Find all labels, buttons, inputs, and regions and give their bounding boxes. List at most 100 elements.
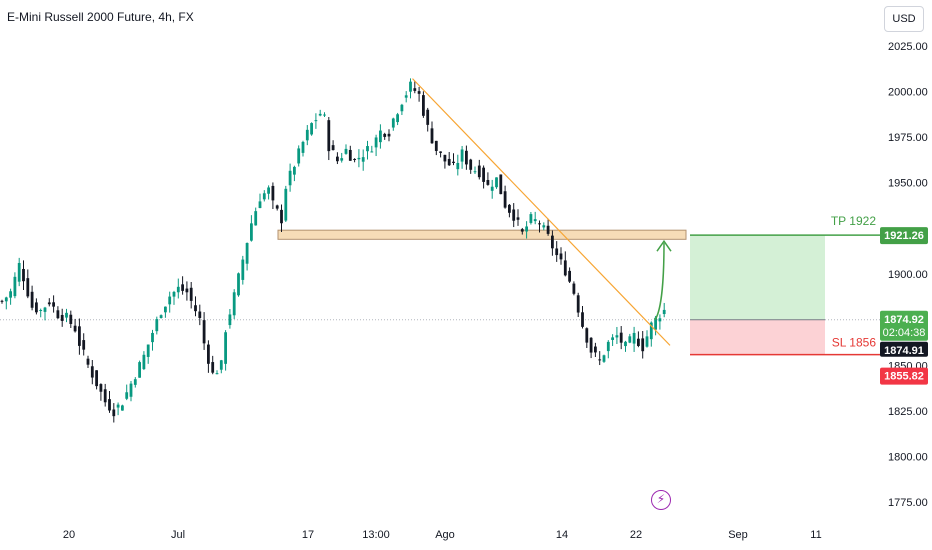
candle-body (52, 302, 55, 307)
candle-body (447, 158, 451, 166)
candle-body (297, 148, 301, 164)
candle-body (520, 229, 524, 232)
candle-body (0, 300, 4, 302)
candle-body (47, 302, 51, 305)
candle-body (482, 167, 485, 182)
lightning-icon[interactable]: ⚡ (651, 490, 671, 510)
candle-body (641, 338, 645, 352)
candle-body (168, 296, 172, 305)
tp-label: TP 1922 (831, 214, 876, 228)
y-tick-label: 1950.00 (888, 178, 928, 190)
candle-body (293, 166, 296, 175)
candle-body (125, 392, 129, 399)
candle-body (86, 358, 90, 365)
candle-body (280, 209, 283, 224)
candle-body (357, 157, 361, 160)
candle-body (594, 346, 597, 353)
candle-body (99, 384, 103, 392)
currency-button[interactable]: USD (884, 6, 924, 32)
candle-body (78, 326, 81, 346)
candle-body (473, 171, 477, 173)
candle-body (499, 174, 503, 195)
candle-body (645, 336, 649, 347)
candle-body (271, 185, 275, 201)
candle-body (649, 322, 653, 340)
candle-body (344, 148, 348, 154)
candle-body (404, 95, 408, 98)
candle-body (305, 129, 309, 141)
sl-label: SL 1856 (832, 336, 877, 350)
candle-body (323, 114, 326, 116)
candle-body (65, 312, 68, 318)
current-price-badge (880, 310, 928, 341)
profit-zone (690, 235, 825, 320)
candle-body (559, 253, 563, 260)
candle-body (379, 130, 382, 143)
y-tick-label: 1825.00 (888, 406, 928, 418)
candle-body (409, 81, 412, 92)
candle-body (241, 259, 245, 280)
candle-body (396, 114, 399, 123)
candle-body (434, 140, 438, 151)
candle-body (460, 149, 464, 162)
resistance-zone (277, 229, 687, 240)
candle-body (637, 338, 640, 346)
x-tick-label: 13:00 (362, 529, 390, 541)
candle-body (512, 209, 516, 221)
candle-body (301, 141, 305, 153)
candle-body (82, 340, 86, 350)
candle-body (615, 335, 619, 338)
trend-line (412, 78, 671, 346)
x-tick-label: 14 (556, 529, 568, 541)
candle-body (151, 332, 154, 343)
candle-body (340, 158, 344, 161)
candle-body (318, 113, 322, 116)
candle-body (43, 307, 47, 312)
candle-body (116, 404, 120, 408)
candle-body (13, 276, 17, 297)
candle-body (572, 283, 576, 294)
candle-body (348, 149, 352, 161)
candle-body (503, 191, 507, 208)
x-tick-label: Jul (171, 529, 185, 541)
candle-body (551, 235, 554, 249)
candle-body (413, 88, 417, 91)
candle-body (331, 145, 335, 151)
candle-body (516, 217, 520, 220)
candle-body (129, 383, 133, 397)
candle-body (538, 223, 541, 225)
x-tick-label: 20 (63, 529, 75, 541)
candle-body (138, 362, 141, 378)
candle-body (262, 193, 266, 200)
candle-body (361, 157, 365, 162)
candle-body (495, 177, 498, 188)
x-tick-label: 11 (810, 529, 821, 541)
candle-body (486, 180, 490, 185)
candle-body (310, 123, 313, 135)
candle-body (529, 214, 533, 223)
candle-body (284, 188, 288, 221)
candle-body (194, 305, 197, 312)
candle-body (112, 409, 116, 417)
candle-body (215, 373, 219, 375)
candle-body (258, 201, 262, 209)
candle-body (159, 315, 163, 318)
candle-body (22, 268, 25, 282)
candle-body (632, 332, 636, 344)
candle-body (430, 128, 434, 144)
candle-body (164, 306, 167, 313)
candle-body (370, 151, 374, 153)
candle-body (202, 320, 206, 344)
candle-body (611, 337, 614, 340)
x-tick-label: 22 (630, 529, 642, 541)
candle-body (606, 341, 610, 352)
current-price-badge-text: 02:04:38 (883, 327, 926, 339)
candle-body (17, 262, 21, 282)
candle-body (176, 286, 180, 293)
candle-body (9, 291, 12, 298)
candle-body (602, 355, 606, 362)
candle-body (211, 362, 215, 373)
candle-body (232, 292, 236, 316)
candle-body (108, 399, 111, 411)
